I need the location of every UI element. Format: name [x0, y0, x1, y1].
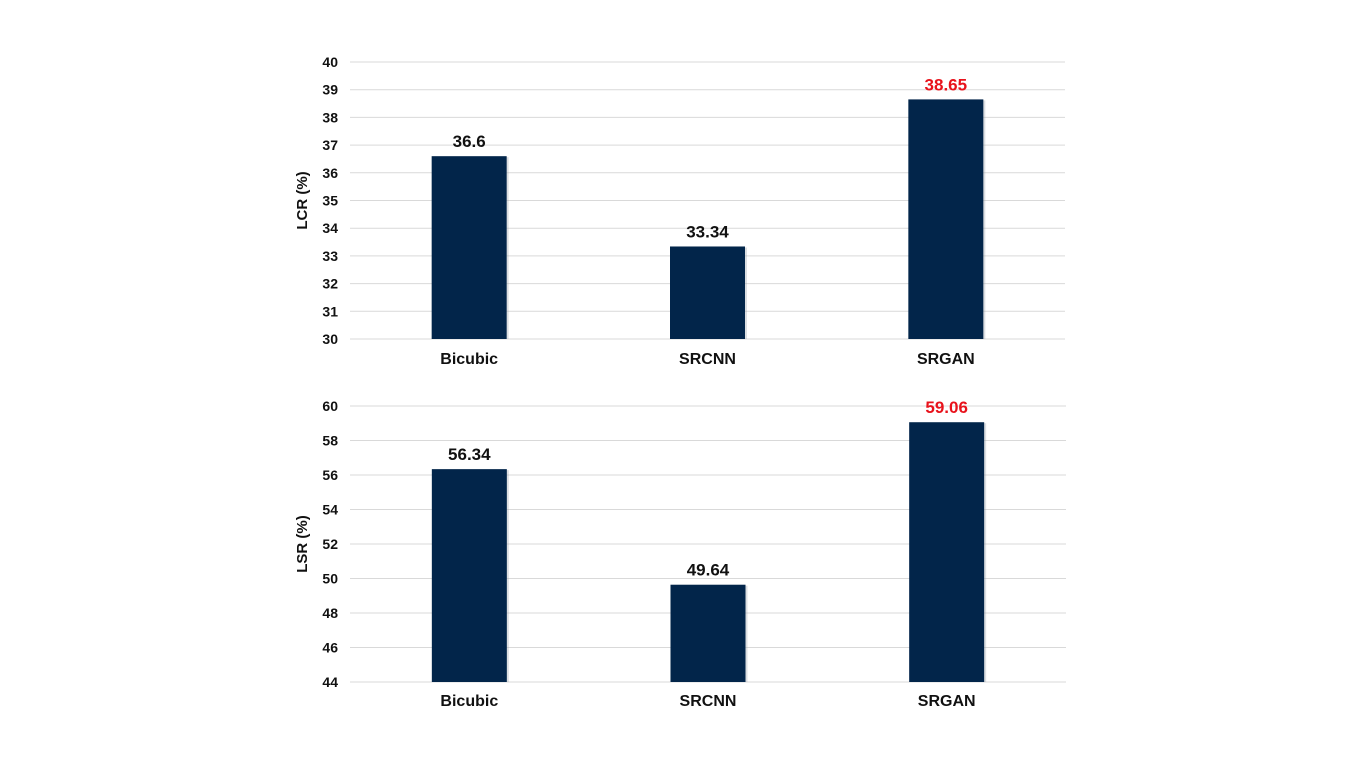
y-tick-label: 56 [322, 467, 338, 483]
bar-bicubic [431, 469, 507, 682]
data-label: 38.65 [925, 75, 968, 94]
y-tick-label: 39 [322, 82, 338, 98]
x-tick-label: Bicubic [440, 351, 498, 368]
x-tick-label: Bicubic [440, 693, 498, 710]
bar-srcnn [670, 584, 746, 682]
y-tick-label: 44 [322, 674, 338, 690]
y-tick-label: 32 [322, 276, 338, 292]
y-tick-label: 58 [322, 433, 338, 449]
bar-srgan [909, 422, 985, 682]
bar-bicubic [431, 156, 507, 339]
x-tick-label: SRCNN [680, 693, 737, 710]
data-label: 36.6 [453, 132, 486, 151]
y-tick-label: 38 [322, 109, 338, 125]
x-tick-label: SRGAN [917, 351, 975, 368]
data-label: 33.34 [686, 222, 729, 241]
y-tick-label: 52 [322, 536, 338, 552]
y-tick-label: 34 [322, 220, 338, 236]
bar-srcnn [670, 246, 745, 339]
y-tick-label: 35 [322, 193, 338, 209]
y-tick-label: 46 [322, 640, 338, 656]
x-tick-label: SRCNN [679, 351, 736, 368]
y-tick-label: 54 [322, 502, 338, 518]
bar-srgan [908, 99, 984, 340]
y-tick-label: 60 [322, 398, 338, 414]
y-tick-label: 37 [322, 137, 338, 153]
y-tick-label: 33 [322, 248, 338, 264]
chart-2: 44 46 48 50 52 54 56 58 60 LSR (%) 56.34 Bicubic 49.… [294, 398, 1066, 710]
chart-1: 30 31 32 33 34 35 36 37 38 39 40 LCR (%) 36.6 Bicubic… [294, 54, 1065, 368]
y-tick-label: 48 [322, 605, 338, 621]
y-tick-label: 30 [322, 331, 338, 347]
y-tick-label: 50 [322, 571, 338, 587]
y-axis-label: LCR (%) [294, 171, 311, 229]
data-label: 56.34 [448, 445, 491, 464]
y-tick-label: 40 [322, 54, 338, 70]
x-tick-label: SRGAN [918, 693, 976, 710]
data-label: 49.64 [687, 561, 730, 580]
data-label: 59.06 [925, 398, 968, 417]
y-tick-label: 36 [322, 165, 338, 181]
y-tick-label: 31 [322, 303, 338, 319]
y-axis-label: LSR (%) [294, 515, 311, 573]
